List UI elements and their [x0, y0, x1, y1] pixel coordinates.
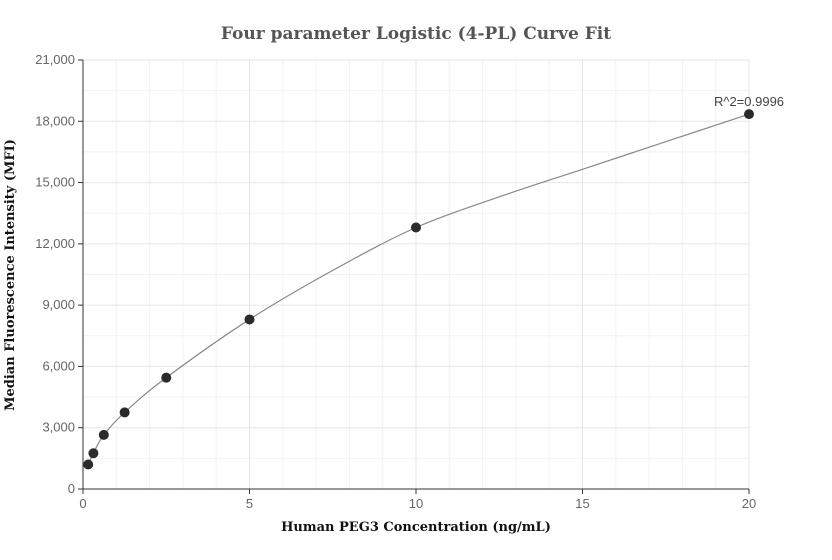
- y-tick-label: 6,000: [42, 358, 75, 373]
- x-tick-label: 5: [246, 496, 253, 511]
- data-point: [98, 429, 109, 440]
- axes: [78, 59, 750, 494]
- data-points: [83, 109, 754, 470]
- data-point: [88, 448, 99, 459]
- x-tick-label: 10: [409, 496, 423, 511]
- data-point: [411, 222, 421, 233]
- grid: [82, 59, 750, 490]
- y-tick-label: 15,000: [35, 175, 75, 190]
- y-axis-title: Median Fluorescence Intensity (MFI): [3, 139, 18, 411]
- fit-curve-line: [87, 113, 750, 465]
- data-point: [161, 372, 172, 383]
- x-tick-label: 20: [742, 496, 756, 511]
- data-point: [744, 109, 754, 120]
- y-tick-label: 18,000: [35, 113, 75, 128]
- r-squared-annotation: R^2=0.9996: [714, 94, 784, 109]
- tick-labels: 0 5 10 15 20 0 3,000 6,000 9,000 12,000 15,000 18,0…: [35, 52, 756, 511]
- x-axis-title: Human PEG3 Concentration (ng/mL): [281, 520, 551, 535]
- chart-title: Four parameter Logistic (4-PL) Curve Fit: [221, 24, 611, 44]
- y-tick-label: 0: [68, 481, 75, 496]
- data-point: [119, 407, 130, 418]
- data-point: [244, 314, 255, 325]
- y-tick-label: 9,000: [42, 297, 75, 312]
- data-point: [83, 459, 94, 470]
- y-tick-label: 3,000: [42, 420, 75, 435]
- x-tick-label: 15: [575, 496, 589, 511]
- x-tick-label: 0: [79, 496, 86, 511]
- y-tick-label: 21,000: [35, 52, 75, 67]
- y-tick-label: 12,000: [35, 236, 75, 251]
